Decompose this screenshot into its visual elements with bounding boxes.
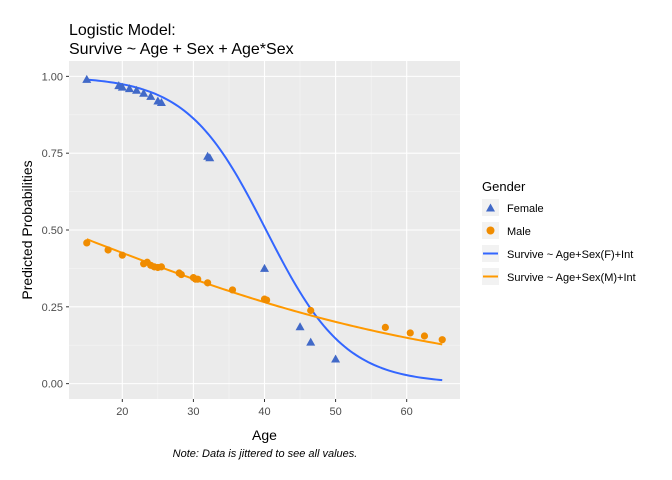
point-male <box>83 239 91 247</box>
point-male <box>204 279 212 287</box>
point-male <box>381 323 389 332</box>
point-female <box>156 97 166 106</box>
point-male <box>194 275 202 283</box>
point-female <box>205 153 215 162</box>
point-female <box>132 85 142 94</box>
point-male <box>228 286 237 294</box>
point-female <box>260 263 269 272</box>
x-tick-label: 50 <box>329 406 341 418</box>
x-tick-label: 30 <box>187 406 199 418</box>
y-tick-label: 0.25 <box>42 302 63 314</box>
grid <box>69 61 460 399</box>
point-female <box>124 84 134 93</box>
x-tick-label: 40 <box>258 406 270 418</box>
y-axis-ticks: 0.00 0.25 0.50 0.75 1.00 <box>42 71 69 391</box>
point-female <box>117 82 127 91</box>
point-female <box>139 88 149 97</box>
x-tick-label: 20 <box>116 406 128 418</box>
legend-label-female-fit: Survive ~ Age+Sex(F)+Int <box>507 249 633 261</box>
point-male <box>177 270 185 279</box>
x-axis-ticks: 20 30 40 50 60 <box>116 399 413 418</box>
point-female <box>295 322 305 331</box>
point-male <box>307 306 315 315</box>
point-male <box>438 336 446 344</box>
y-tick-label: 0.00 <box>42 379 63 391</box>
legend: Gender Female Male Survive ~ Age+Sex(F)+… <box>482 179 636 285</box>
curve-female-fit <box>86 78 443 382</box>
legend-key-male <box>482 222 499 239</box>
x-axis-title: Age <box>252 427 277 443</box>
point-male <box>118 251 126 259</box>
legend-label-male-fit: Survive ~ Age+Sex(M)+Int <box>507 272 636 284</box>
y-tick-label: 1.00 <box>42 71 63 83</box>
chart-title-line1: Logistic Model: <box>69 22 176 39</box>
point-male <box>406 329 414 337</box>
caption-note: Note: Data is jittered to see all values… <box>173 448 358 460</box>
point-male <box>420 332 429 340</box>
point-female <box>82 74 92 83</box>
y-tick-label: 0.75 <box>42 148 63 160</box>
x-tick-label: 60 <box>401 406 413 418</box>
legend-title: Gender <box>482 179 526 194</box>
point-female <box>306 337 316 346</box>
point-male <box>263 296 271 304</box>
legend-key-female <box>482 199 499 216</box>
point-male <box>104 246 112 254</box>
legend-label-male: Male <box>507 226 531 238</box>
data-points <box>82 74 446 363</box>
y-tick-label: 0.50 <box>42 225 63 237</box>
legend-key-male-fit <box>482 268 499 285</box>
point-female <box>331 354 341 363</box>
point-male <box>157 263 166 271</box>
legend-label-female: Female <box>507 203 544 215</box>
y-axis-title: Predicted Probabilities <box>19 160 35 299</box>
chart-title-line2: Survive ~ Age + Sex + Age*Sex <box>69 41 294 58</box>
legend-key-female-fit <box>482 245 499 262</box>
point-female <box>146 91 156 100</box>
